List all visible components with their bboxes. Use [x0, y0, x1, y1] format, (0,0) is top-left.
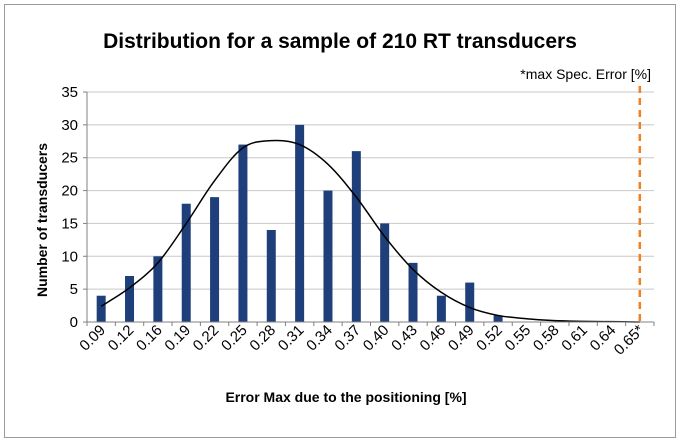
- chart-frame: [4, 4, 676, 438]
- x-tick-label: 0.37: [331, 322, 364, 355]
- bar-0.40: [380, 223, 390, 322]
- x-tick-label: 0.52: [473, 322, 506, 355]
- bars: [96, 124, 503, 322]
- y-tick-label: 30: [61, 117, 78, 134]
- bar-0.09: [96, 295, 106, 322]
- y-tick-label: 10: [61, 248, 78, 265]
- x-tick-labels: 0.090.120.160.190.220.250.280.310.340.37…: [76, 322, 647, 359]
- x-tick-label: 0.46: [417, 322, 450, 355]
- y-tick-label: 35: [61, 84, 78, 101]
- x-tick-label: 0.34: [303, 322, 336, 355]
- y-tick-label: 0: [70, 314, 78, 331]
- y-axis-title: Number of transducers: [34, 143, 50, 297]
- gridlines: [87, 91, 654, 290]
- x-tick-label: 0.40: [360, 322, 393, 355]
- fit-curve: [100, 139, 640, 323]
- bar-0.25: [238, 144, 248, 322]
- x-tick-label: 0.49: [445, 322, 478, 355]
- chart-title: Distribution for a sample of 210 RT tran…: [103, 30, 577, 53]
- x-tick-label: 0.19: [161, 322, 194, 355]
- x-tick-label: 0.58: [530, 322, 563, 355]
- x-tick-label: 0.31: [275, 322, 308, 355]
- spec-error-note: *max Spec. Error [%]: [520, 66, 651, 82]
- bar-0.22: [210, 197, 220, 322]
- x-tick-label: 0.25: [218, 322, 251, 355]
- y-tick-label: 5: [70, 281, 78, 298]
- y-tick-label: 20: [61, 183, 78, 200]
- bar-0.19: [181, 203, 191, 322]
- y-tick-labels: 0 5 10 15 20 25 30 35: [61, 84, 78, 331]
- bar-0.16: [153, 256, 163, 322]
- fit-curve-line: [100, 139, 640, 323]
- x-tick-label: 0.65*: [611, 322, 648, 359]
- x-tick-label: 0.16: [133, 322, 166, 355]
- bar-0.46: [436, 295, 446, 322]
- bar-0.12: [125, 276, 135, 322]
- x-tick-label: 0.12: [105, 322, 138, 355]
- bar-0.52: [493, 315, 503, 322]
- axes: [83, 86, 655, 326]
- bar-0.43: [408, 262, 418, 322]
- bar-0.37: [351, 151, 361, 322]
- x-tick-label: 0.61: [558, 322, 591, 355]
- x-tick-label: 0.55: [502, 322, 535, 355]
- bar-0.31: [295, 124, 305, 322]
- bar-0.28: [266, 230, 276, 322]
- x-tick-label: 0.22: [190, 322, 223, 355]
- y-tick-label: 25: [61, 150, 78, 167]
- x-tick-label: 0.28: [246, 322, 279, 355]
- x-tick-label: 0.09: [76, 322, 109, 355]
- bar-0.34: [323, 190, 333, 322]
- y-tick-label: 15: [61, 215, 78, 232]
- bar-0.49: [465, 282, 475, 322]
- x-axis-title: Error Max due to the positioning [%]: [225, 389, 466, 405]
- x-tick-label: 0.43: [388, 322, 421, 355]
